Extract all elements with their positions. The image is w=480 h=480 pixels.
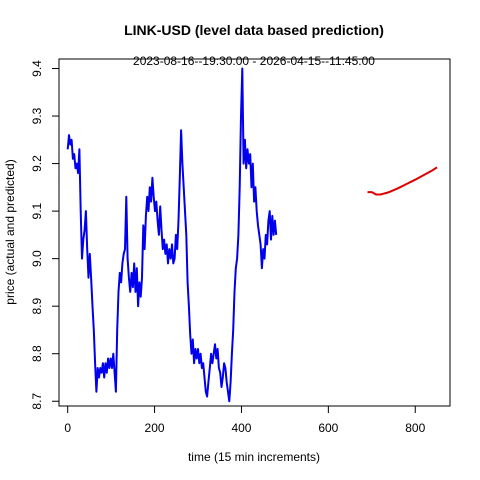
- y-tick-label: 8.7: [30, 393, 44, 410]
- x-axis: 0 200 400 600 800: [64, 405, 426, 435]
- series-line-1: [66, 67, 278, 403]
- y-tick-label: 9.3: [30, 107, 44, 124]
- y-tick-label: 9.0: [30, 250, 44, 267]
- series-line-2: [367, 166, 438, 196]
- x-tick-label: 400: [231, 421, 251, 435]
- y-tick-label: 9.1: [30, 202, 44, 219]
- x-tick-label: 200: [145, 421, 165, 435]
- y-axis-label: price (actual and predicted): [3, 159, 17, 304]
- y-tick-label: 9.2: [30, 155, 44, 172]
- chart-title: LINK-USD (level data based prediction): [124, 22, 384, 38]
- x-tick-label: 600: [318, 421, 338, 435]
- y-tick-label: 8.9: [30, 298, 44, 315]
- chart-subtitle: 2023-08-16--19:30:00 - 2026-04-15--11:45…: [133, 54, 375, 68]
- x-tick-label: 800: [405, 421, 425, 435]
- x-tick-label: 0: [64, 421, 71, 435]
- y-tick-label: 9.4: [30, 60, 44, 77]
- y-tick-label: 8.8: [30, 345, 44, 362]
- x-axis-label: time (15 min increments): [188, 450, 320, 464]
- y-axis: 8.7 8.8 8.9 9.0 9.1 9.2 9.3 9.4: [30, 60, 60, 410]
- series-layer: [66, 67, 438, 403]
